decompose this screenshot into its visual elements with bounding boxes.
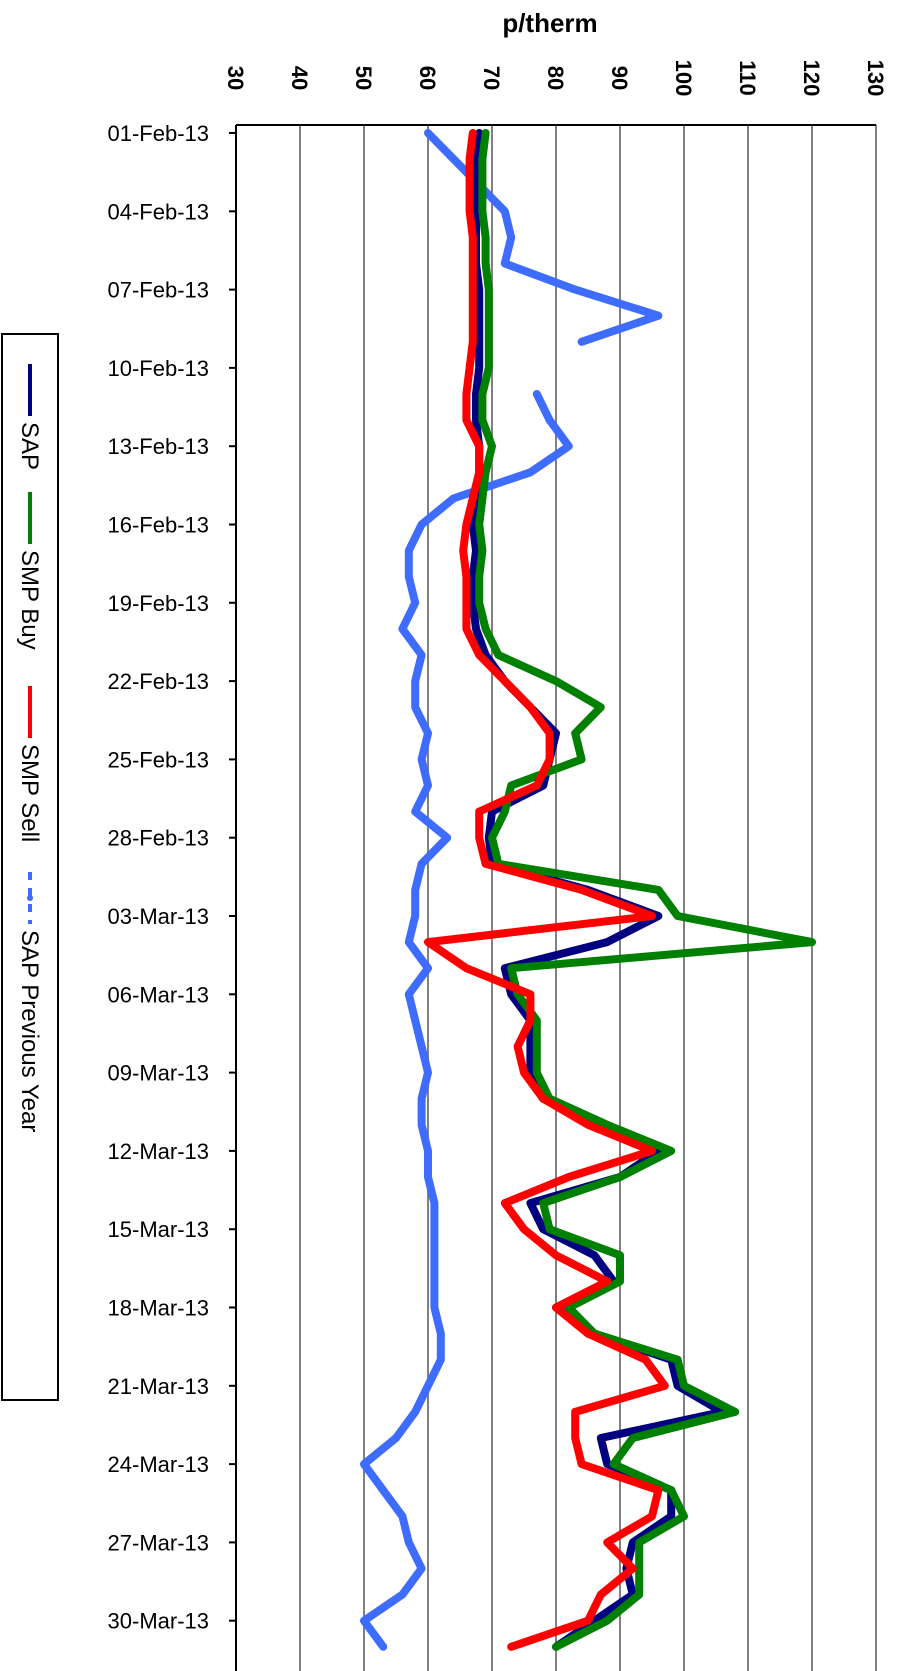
date-tick-label: 10-Feb-13 <box>107 356 209 381</box>
date-tick-label: 30-Mar-13 <box>108 1609 209 1634</box>
value-tick-label: 70 <box>479 66 504 90</box>
legend-label-sap-previous-year: SAP Previous Year <box>16 930 43 1132</box>
date-tick-label: 28-Feb-13 <box>107 826 209 851</box>
date-tick-label: 21-Mar-13 <box>108 1374 209 1399</box>
value-tick-label: 80 <box>543 66 568 90</box>
date-tick-label: 25-Feb-13 <box>107 747 209 772</box>
date-tick-label: 09-Mar-13 <box>108 1061 209 1086</box>
date-tick-label: 06-Mar-13 <box>108 982 209 1007</box>
date-tick-label: 01-Feb-13 <box>107 121 209 146</box>
series-line-smp-sell <box>424 129 669 1651</box>
date-tick-label: 27-Mar-13 <box>108 1530 209 1555</box>
legend-label-smp-buy: SMP Buy <box>16 550 43 650</box>
gridlines <box>299 125 877 1671</box>
value-tick-label: 120 <box>799 60 824 97</box>
value-tick-label: 50 <box>351 66 376 90</box>
date-axis-ticks: 01-Feb-13 04-Feb-13 07-Feb-13 10-Feb-13 13-F… <box>107 121 236 1634</box>
value-tick-label: 60 <box>415 66 440 90</box>
value-tick-label: 40 <box>287 66 312 90</box>
date-tick-label: 15-Mar-13 <box>108 1217 209 1242</box>
series-line-sap-previous-year-1 <box>360 390 573 1651</box>
axes <box>235 124 876 1671</box>
date-tick-label: 13-Feb-13 <box>107 434 209 459</box>
legend-label-sap: SAP <box>16 422 43 470</box>
value-tick-label: 90 <box>607 66 632 90</box>
series-line-smp-buy <box>475 129 816 1651</box>
date-tick-label: 19-Feb-13 <box>107 591 209 616</box>
value-axis-ticks: 30 40 50 60 70 80 90 100 110 120 130 <box>223 60 888 97</box>
legend-label-smp-sell: SMP Sell <box>16 744 43 842</box>
date-tick-label: 12-Mar-13 <box>108 1139 209 1164</box>
legend: SAP SMP Buy SMP Sell SAP Previous Year <box>1 333 59 1401</box>
date-tick-label: 24-Mar-13 <box>108 1452 209 1477</box>
date-tick-label: 16-Feb-13 <box>107 513 209 538</box>
date-tick-label: 04-Feb-13 <box>107 199 209 224</box>
value-tick-label: 110 <box>735 60 760 96</box>
value-tick-label: 100 <box>671 60 696 97</box>
date-tick-label: 22-Feb-13 <box>107 669 209 694</box>
series-lines <box>360 129 816 1651</box>
date-tick-label: 03-Mar-13 <box>108 904 209 929</box>
value-tick-label: 130 <box>863 60 888 97</box>
series-line-sap-previous-year-0 <box>424 129 663 346</box>
value-tick-label: 30 <box>223 66 248 90</box>
legend-marker-sap-previous-year <box>27 895 33 901</box>
date-tick-label: 18-Mar-13 <box>108 1296 209 1321</box>
date-tick-label: 07-Feb-13 <box>107 278 209 303</box>
value-axis-title: p/therm <box>502 8 597 38</box>
